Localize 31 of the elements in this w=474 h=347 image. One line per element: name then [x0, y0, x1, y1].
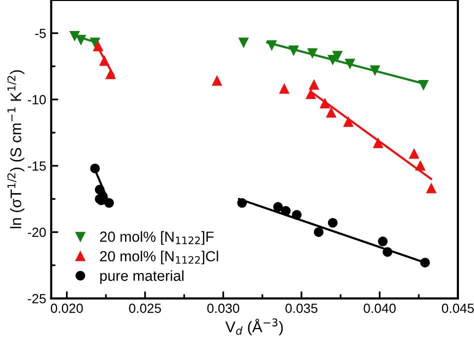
point — [332, 50, 342, 61]
point — [328, 218, 338, 228]
y-tick-label: -15 — [28, 161, 46, 171]
legend-label: pure material — [100, 270, 184, 284]
point — [378, 236, 388, 246]
x-tick-label: 0.045 — [442, 304, 474, 313]
point — [309, 80, 319, 90]
x-tick-label: 0.025 — [129, 304, 161, 313]
point — [238, 38, 248, 48]
point — [426, 183, 436, 194]
point — [308, 48, 318, 58]
x-tick-label: 0.035 — [285, 304, 318, 313]
x-axis-title: V$_{d}$ (Å$^{−3}$) — [225, 318, 283, 336]
point — [273, 202, 283, 212]
y-axis-title: ln (σT$^{1/2}$) (S cm$^{−1}$ K$^{1/2}$) — [7, 70, 24, 228]
x-tick-label: 0.040 — [364, 304, 396, 313]
y-tick-label: -10 — [28, 95, 46, 104]
point — [326, 108, 336, 118]
point — [409, 148, 419, 159]
point — [306, 89, 316, 100]
y-tick-label: -5 — [35, 28, 46, 38]
x-tick-label: 0.020 — [50, 304, 83, 313]
y-tick-label: -25 — [28, 294, 46, 304]
point — [212, 76, 222, 86]
legend-label: 20 mol% [N$_{1122}$]F — [100, 231, 214, 245]
legend-label: 20 mol% [N$_{1122}$]Cl — [100, 250, 218, 264]
x-tick-label: 0.030 — [207, 304, 240, 313]
point — [314, 227, 324, 237]
point — [344, 117, 354, 127]
point — [279, 84, 290, 94]
y-tick-label: -20 — [28, 228, 46, 238]
